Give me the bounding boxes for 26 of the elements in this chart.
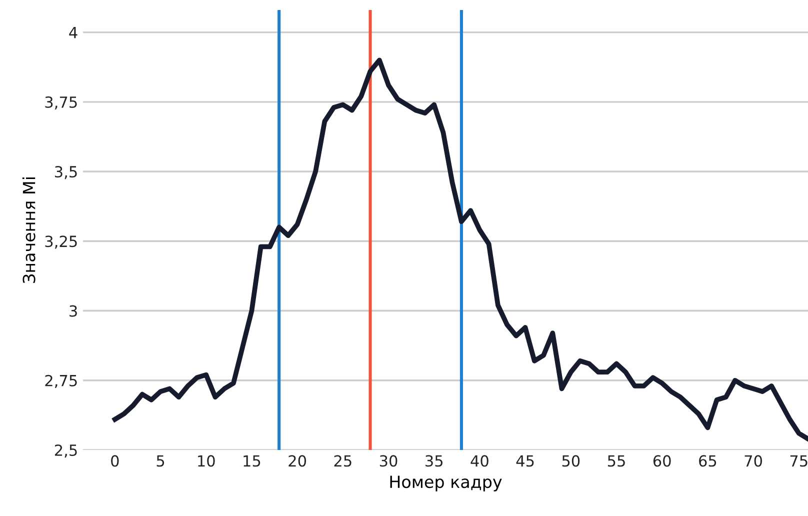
x-axis-title: Номер кадру [390,476,502,492]
x-tick-label: 70 [744,455,762,467]
line-series [112,58,808,442]
y-axis-title: Значення Mi [22,178,36,283]
x-tick-label: 45 [516,455,534,467]
x-tick-label: 60 [653,455,671,467]
y-tick-label: 2,75 [45,374,77,388]
x-tick-label: 30 [380,455,398,467]
x-tick-label: 75 [790,455,808,467]
x-tick-label: 35 [426,455,442,467]
y-tick-label: 2,5 [54,444,77,458]
y-tick-label: 3,75 [45,96,77,110]
x-tick-label: 50 [562,455,580,467]
y-tick-label: 3,25 [45,236,77,249]
x-tick-label: 65 [699,455,716,467]
x-tick-label: 25 [334,455,352,467]
x-tick-label: 10 [198,455,215,467]
x-tick-label: 55 [608,455,625,467]
y-tick-label: 4 [69,26,78,38]
x-tick-label: 40 [470,455,488,467]
x-tick-label: 15 [244,455,260,467]
x-tick-label: 5 [156,455,164,467]
x-tick-label: 20 [288,455,306,467]
x-tick-label: 0 [111,455,119,467]
y-tick-label: 3,5 [55,166,77,180]
y-tick-label: 3 [70,305,77,317]
